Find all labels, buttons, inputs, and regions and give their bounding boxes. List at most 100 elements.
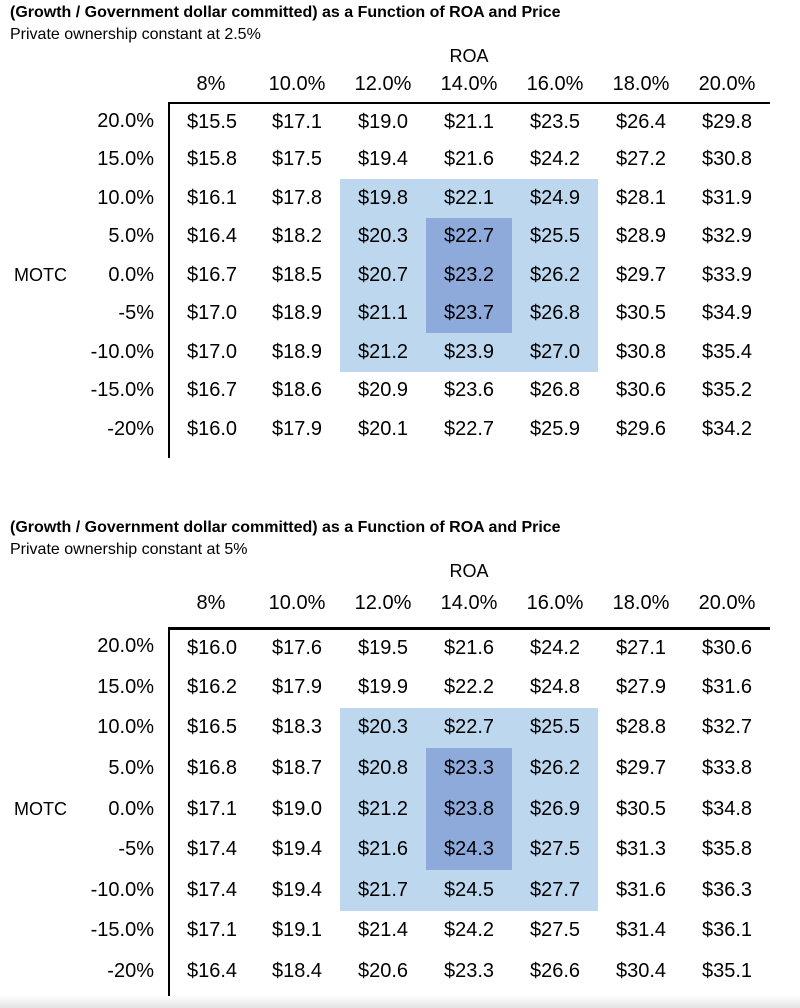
value-cell: $21.1 bbox=[340, 294, 426, 333]
value-cell: $29.7 bbox=[615, 757, 667, 780]
sensitivity-table-section-1: (Growth / Government dollar committed) a… bbox=[0, 2, 800, 458]
value-cell: $22.7 bbox=[426, 217, 512, 256]
value-cell: $18.5 bbox=[271, 263, 323, 286]
value-cell: $28.1 bbox=[615, 186, 667, 209]
value-cell: $20.1 bbox=[357, 417, 409, 440]
value-cell: $19.4 bbox=[271, 838, 323, 861]
value-cell: $34.2 bbox=[701, 417, 753, 440]
spacer bbox=[10, 951, 60, 992]
value-cell: $27.5 bbox=[512, 829, 598, 871]
row-header: -10.0% bbox=[90, 878, 154, 901]
row-header: -5% bbox=[118, 302, 154, 325]
value-cell: $27.5 bbox=[529, 919, 581, 942]
value-cell: $21.1 bbox=[426, 102, 512, 141]
value-cell: $16.0 bbox=[168, 626, 254, 668]
value-cell: $26.4 bbox=[598, 102, 684, 141]
value-cell: $18.6 bbox=[271, 379, 323, 402]
spacer bbox=[10, 581, 60, 627]
value-cell: $17.1 bbox=[254, 102, 340, 141]
value-cell: $20.9 bbox=[357, 379, 409, 402]
row-header: 0.0% bbox=[108, 263, 154, 286]
column-header: 16.0% bbox=[526, 72, 584, 95]
row-header: -10.0% bbox=[90, 340, 154, 363]
value-cell: $20.7 bbox=[340, 256, 426, 295]
value-cell: $30.4 bbox=[615, 960, 667, 983]
spacer bbox=[10, 295, 60, 334]
value-cell: $29.6 bbox=[615, 417, 667, 440]
spacer bbox=[10, 333, 60, 372]
value-cell: $35.8 bbox=[701, 838, 753, 861]
value-cell: $21.4 bbox=[357, 919, 409, 942]
column-header: 14.0% bbox=[440, 592, 498, 614]
value-cell: $30.6 bbox=[684, 626, 770, 668]
value-cell: $31.6 bbox=[615, 878, 667, 901]
value-cell: $17.4 bbox=[168, 870, 254, 911]
value-cell: $18.9 bbox=[271, 340, 323, 363]
value-cell: $23.3 bbox=[426, 748, 512, 789]
value-cell: $34.8 bbox=[701, 797, 753, 820]
row-header: -20% bbox=[107, 960, 154, 983]
value-cell: $19.5 bbox=[340, 626, 426, 668]
value-cell: $33.8 bbox=[701, 757, 753, 780]
row-header: 5.0% bbox=[108, 225, 154, 248]
value-cell: $24.2 bbox=[512, 626, 598, 668]
value-cell: $28.9 bbox=[615, 225, 667, 248]
value-cell: $26.6 bbox=[529, 960, 581, 983]
sensitivity-grid: 8% 10.0% 12.0% 14.0% 16.0% 18.0% 20.0% 20.0% $15… bbox=[10, 66, 800, 449]
value-cell: $16.8 bbox=[168, 748, 254, 789]
column-header: 14.0% bbox=[440, 72, 498, 95]
column-header: 16.0% bbox=[526, 592, 584, 614]
spacer bbox=[60, 581, 168, 627]
spacer bbox=[60, 66, 168, 102]
spacer bbox=[10, 141, 60, 180]
value-cell: $18.3 bbox=[271, 716, 323, 739]
axis-line-stub bbox=[168, 991, 170, 996]
row-header: 10.0% bbox=[97, 186, 154, 209]
row-header: 15.0% bbox=[97, 148, 154, 171]
value-cell: $23.2 bbox=[426, 256, 512, 295]
value-cell: $26.8 bbox=[512, 294, 598, 333]
spacer bbox=[10, 870, 60, 911]
value-cell: $30.6 bbox=[615, 379, 667, 402]
value-cell: $36.1 bbox=[701, 919, 753, 942]
value-cell: $27.7 bbox=[512, 870, 598, 911]
table-title: (Growth / Government dollar committed) a… bbox=[10, 4, 561, 21]
row-header: -5% bbox=[118, 838, 154, 861]
value-cell: $17.6 bbox=[254, 626, 340, 668]
value-cell: $24.9 bbox=[512, 179, 598, 218]
spacer bbox=[10, 829, 60, 870]
value-cell: $21.6 bbox=[340, 829, 426, 871]
value-cell: $36.3 bbox=[701, 878, 753, 901]
spacer bbox=[10, 911, 60, 952]
value-cell: $21.6 bbox=[443, 148, 495, 171]
value-cell: $31.9 bbox=[701, 186, 753, 209]
value-cell: $18.7 bbox=[271, 757, 323, 780]
value-cell: $17.0 bbox=[168, 333, 254, 372]
value-cell: $33.9 bbox=[701, 263, 753, 286]
column-header: 8% bbox=[196, 72, 226, 95]
value-cell: $15.8 bbox=[168, 140, 254, 179]
value-cell: $19.0 bbox=[271, 797, 323, 820]
row-header: -20% bbox=[107, 417, 154, 440]
value-cell: $16.4 bbox=[168, 217, 254, 256]
value-cell: $20.3 bbox=[340, 707, 426, 749]
value-cell: $28.8 bbox=[615, 716, 667, 739]
value-cell: $23.5 bbox=[512, 102, 598, 141]
value-cell: $16.1 bbox=[168, 179, 254, 218]
spacer bbox=[10, 179, 60, 218]
value-cell: $24.2 bbox=[529, 148, 581, 171]
value-cell: $21.6 bbox=[426, 626, 512, 668]
value-cell: $35.4 bbox=[701, 340, 753, 363]
value-cell: $18.2 bbox=[271, 225, 323, 248]
column-header: 12.0% bbox=[354, 72, 412, 95]
table-title: (Growth / Government dollar committed) a… bbox=[10, 518, 561, 536]
value-cell: $23.3 bbox=[443, 960, 495, 983]
value-cell: $17.0 bbox=[168, 294, 254, 333]
column-header: 8% bbox=[196, 592, 226, 614]
value-cell: $20.6 bbox=[357, 960, 409, 983]
value-cell: $22.1 bbox=[426, 179, 512, 218]
value-cell: $34.9 bbox=[701, 302, 753, 325]
value-cell: $22.7 bbox=[443, 417, 495, 440]
value-cell: $15.5 bbox=[168, 102, 254, 141]
